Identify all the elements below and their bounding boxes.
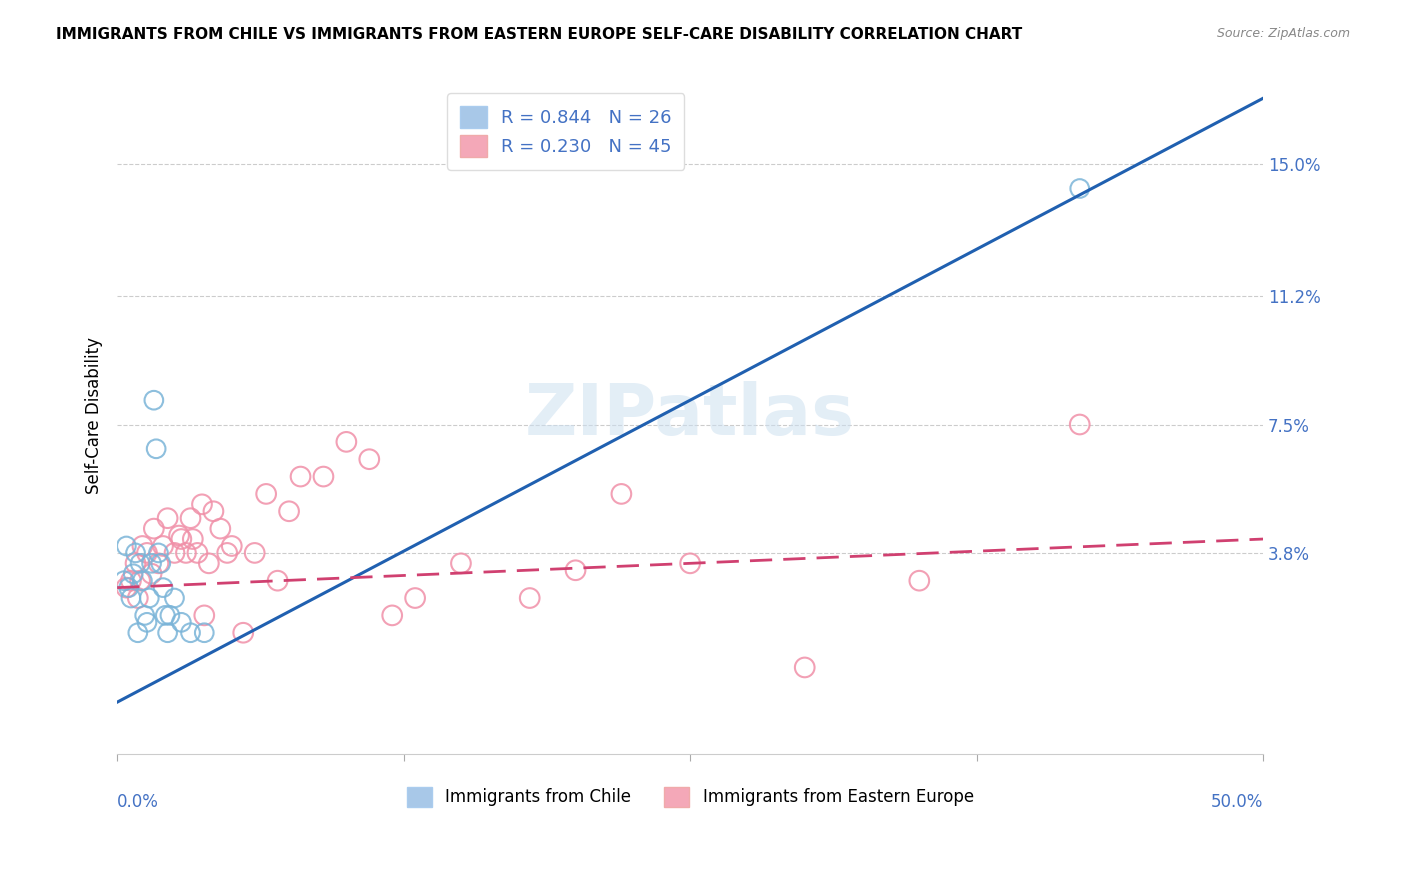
Point bbox=[127, 591, 149, 605]
Point bbox=[117, 581, 139, 595]
Point bbox=[359, 452, 381, 467]
Point bbox=[156, 511, 179, 525]
Point bbox=[679, 557, 702, 571]
Point bbox=[180, 511, 202, 525]
Point bbox=[112, 574, 135, 588]
Point bbox=[564, 563, 586, 577]
Point bbox=[156, 625, 179, 640]
Point bbox=[142, 393, 165, 408]
Point bbox=[167, 528, 190, 542]
Point bbox=[180, 625, 202, 640]
Point bbox=[254, 487, 277, 501]
Point bbox=[141, 566, 163, 581]
Point bbox=[181, 532, 204, 546]
Point bbox=[115, 539, 138, 553]
Point bbox=[266, 574, 288, 588]
Point bbox=[138, 591, 160, 605]
Point bbox=[127, 625, 149, 640]
Point bbox=[129, 574, 152, 588]
Point bbox=[120, 591, 142, 605]
Point bbox=[134, 608, 156, 623]
Point bbox=[404, 591, 426, 605]
Point bbox=[159, 608, 181, 623]
Point bbox=[131, 539, 153, 553]
Point bbox=[115, 581, 138, 595]
Point bbox=[142, 522, 165, 536]
Point bbox=[793, 660, 815, 674]
Point bbox=[148, 557, 170, 571]
Point bbox=[163, 591, 186, 605]
Point bbox=[191, 497, 214, 511]
Text: Source: ZipAtlas.com: Source: ZipAtlas.com bbox=[1216, 27, 1350, 40]
Point bbox=[519, 591, 541, 605]
Point bbox=[124, 557, 146, 571]
Legend: Immigrants from Chile, Immigrants from Eastern Europe: Immigrants from Chile, Immigrants from E… bbox=[399, 780, 980, 814]
Point bbox=[152, 539, 174, 553]
Point bbox=[908, 574, 931, 588]
Point bbox=[232, 625, 254, 640]
Point bbox=[170, 532, 193, 546]
Point bbox=[186, 546, 208, 560]
Point bbox=[155, 608, 177, 623]
Point bbox=[120, 574, 142, 588]
Point bbox=[450, 557, 472, 571]
Point bbox=[193, 608, 215, 623]
Text: IMMIGRANTS FROM CHILE VS IMMIGRANTS FROM EASTERN EUROPE SELF-CARE DISABILITY COR: IMMIGRANTS FROM CHILE VS IMMIGRANTS FROM… bbox=[56, 27, 1022, 42]
Point bbox=[124, 546, 146, 560]
Point bbox=[202, 504, 225, 518]
Point bbox=[136, 615, 159, 630]
Text: 50.0%: 50.0% bbox=[1211, 793, 1263, 811]
Point bbox=[141, 557, 163, 571]
Point bbox=[335, 434, 357, 449]
Point bbox=[129, 557, 152, 571]
Y-axis label: Self-Care Disability: Self-Care Disability bbox=[86, 337, 103, 494]
Point bbox=[610, 487, 633, 501]
Text: 0.0%: 0.0% bbox=[117, 793, 159, 811]
Point bbox=[1069, 181, 1091, 195]
Point bbox=[149, 557, 172, 571]
Point bbox=[278, 504, 301, 518]
Point bbox=[209, 522, 232, 536]
Point bbox=[1069, 417, 1091, 432]
Point bbox=[152, 581, 174, 595]
Point bbox=[221, 539, 243, 553]
Point bbox=[131, 574, 153, 588]
Point bbox=[145, 442, 167, 456]
Point bbox=[193, 625, 215, 640]
Point bbox=[174, 546, 197, 560]
Point bbox=[381, 608, 404, 623]
Point bbox=[198, 557, 221, 571]
Text: ZIPatlas: ZIPatlas bbox=[524, 381, 855, 450]
Point bbox=[122, 566, 145, 581]
Point bbox=[290, 469, 312, 483]
Point bbox=[148, 546, 170, 560]
Point bbox=[163, 546, 186, 560]
Point bbox=[136, 546, 159, 560]
Point bbox=[243, 546, 266, 560]
Point bbox=[217, 546, 239, 560]
Point bbox=[312, 469, 335, 483]
Point bbox=[170, 615, 193, 630]
